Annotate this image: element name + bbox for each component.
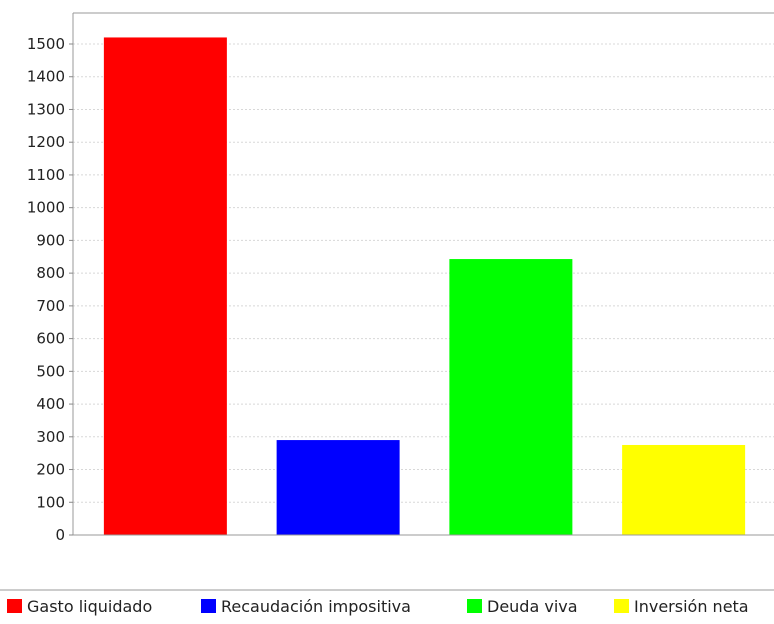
legend-swatch-1	[7, 599, 22, 613]
bars	[103, 37, 746, 535]
y-tick-label: 400	[36, 395, 65, 413]
y-tick-label: 500	[36, 362, 65, 380]
bar-1	[103, 37, 227, 535]
y-tick-label: 200	[36, 461, 65, 479]
legend-swatch-2	[201, 599, 216, 613]
legend-label-3: Deuda viva	[487, 597, 578, 616]
y-tick-label: 1500	[27, 35, 65, 53]
legend-label-4: Inversión neta	[634, 597, 749, 616]
legend: Gasto liquidado Recaudación impositiva Deu…	[0, 589, 774, 616]
legend-label-2: Recaudación impositiva	[221, 597, 411, 616]
axes	[72, 12, 774, 536]
y-tick-label: 300	[36, 428, 65, 446]
y-tick-label: 1400	[27, 68, 65, 86]
legend-swatch-4	[614, 599, 629, 613]
bar-2	[276, 440, 400, 535]
y-tick-label: 1000	[27, 199, 65, 217]
y-tick-label: 0	[55, 526, 65, 544]
y-tick-label: 600	[36, 330, 65, 348]
y-tick-label: 800	[36, 264, 65, 282]
legend-label-1: Gasto liquidado	[27, 597, 152, 616]
y-tick-label: 1200	[27, 133, 65, 151]
legend-swatch-3	[467, 599, 482, 613]
y-axis-ticks: 0 100 200 300 400 500 600 700 800 900 1000 1100 1200…	[27, 35, 73, 544]
bar-3	[449, 259, 573, 535]
y-tick-label: 700	[36, 297, 65, 315]
y-tick-label: 100	[36, 493, 65, 511]
y-tick-label: 900	[36, 231, 65, 249]
y-tick-label: 1300	[27, 100, 65, 118]
bar-4	[622, 444, 746, 535]
y-tick-label: 1100	[27, 166, 65, 184]
